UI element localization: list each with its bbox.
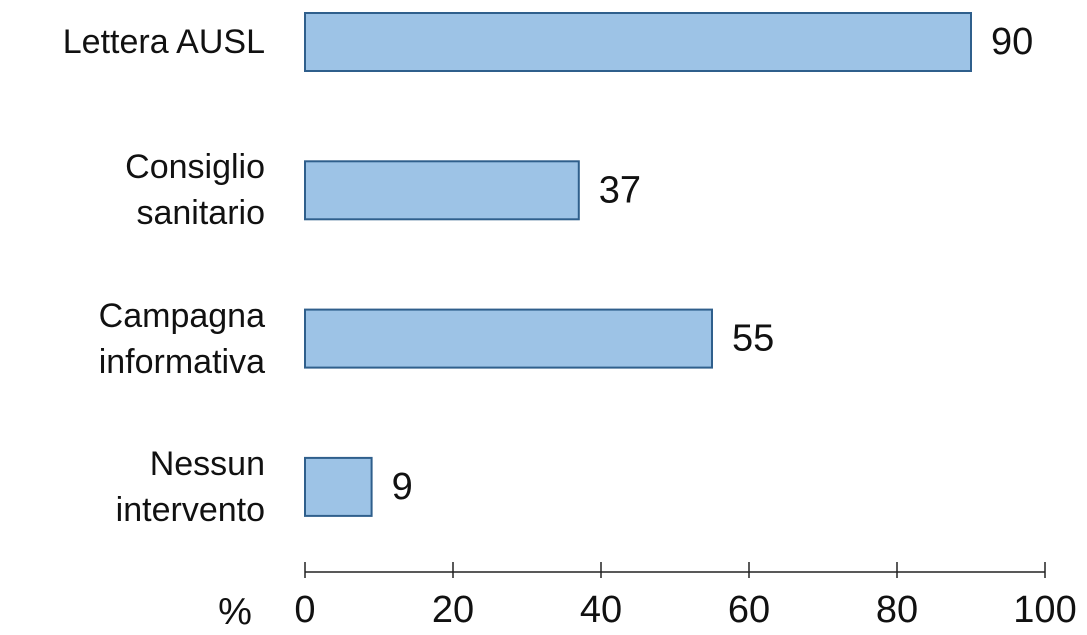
category-label: Lettera AUSL: [62, 23, 265, 61]
x-tick-label: 0: [294, 589, 315, 631]
value-label: 55: [732, 318, 774, 360]
x-axis-label: %: [218, 591, 252, 633]
x-tick-label: 20: [432, 589, 474, 631]
category-label: Consiglio sanitario: [125, 148, 265, 233]
value-label: 9: [392, 466, 413, 508]
value-label: 37: [599, 169, 641, 211]
bar: [304, 308, 713, 369]
category-label: Nessun intervento: [115, 444, 265, 529]
x-tick-label: 60: [728, 589, 770, 631]
x-tick-label: 100: [1013, 589, 1076, 631]
bar: [304, 160, 580, 221]
x-tick-label: 80: [876, 589, 918, 631]
category-label: Campagna informativa: [98, 296, 265, 381]
bar: [304, 456, 373, 517]
value-label: 90: [991, 21, 1033, 63]
bar: [304, 12, 972, 72]
x-tick-label: 40: [580, 589, 622, 631]
